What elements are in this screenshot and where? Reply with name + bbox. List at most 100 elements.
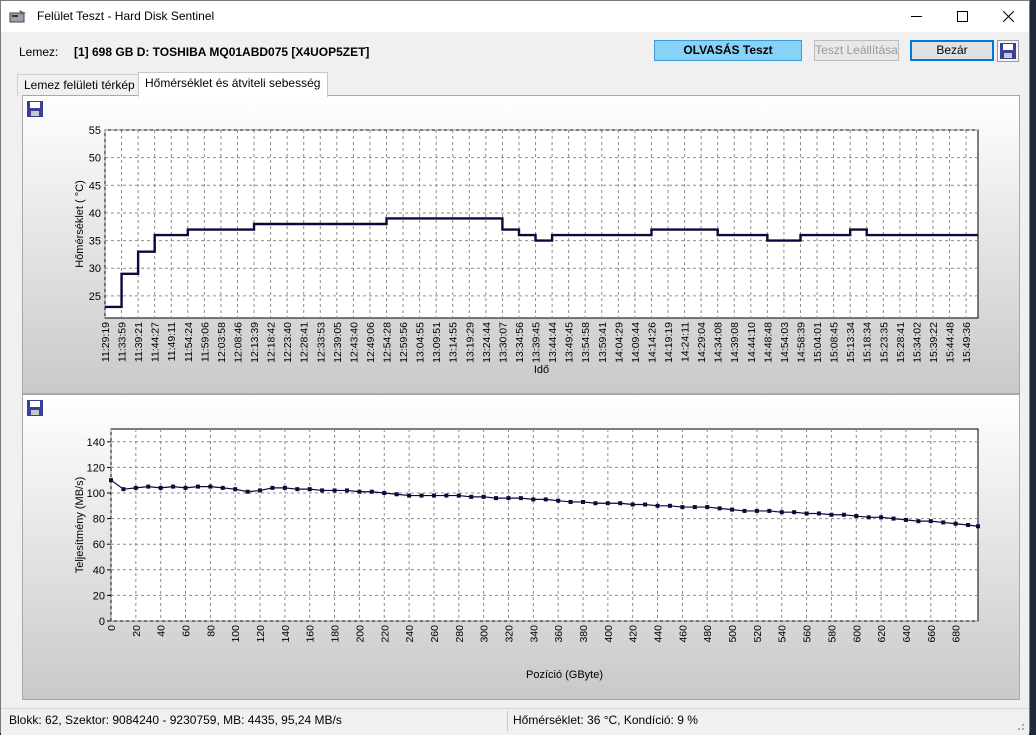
speed-data-point (320, 488, 325, 493)
speed-data-point (804, 511, 809, 516)
x-tick-label: 240 (404, 625, 416, 643)
speed-data-point (730, 507, 735, 512)
x-tick-label: 13:44:44 (547, 322, 559, 363)
resize-grip-icon[interactable] (1015, 721, 1025, 731)
speed-data-point (953, 521, 958, 526)
x-tick-label: 15:13:34 (845, 322, 857, 363)
speed-data-point (754, 508, 759, 513)
window-title: Felület Teszt - Hard Disk Sentinel (37, 9, 215, 23)
x-tick-label: 11:39:21 (133, 322, 145, 362)
speed-data-point (258, 488, 263, 493)
speed-data-point (605, 501, 610, 506)
x-tick-label: 11:44:27 (150, 322, 162, 362)
x-tick-label: 13:14:55 (448, 322, 460, 363)
x-tick-label: 12:08:46 (232, 322, 244, 363)
speed-data-point (208, 484, 213, 489)
read-test-button[interactable]: OLVASÁS Teszt (654, 40, 802, 61)
x-tick-label: 12:54:28 (382, 322, 394, 363)
x-tick-label: 12:13:39 (249, 322, 261, 363)
x-tick-label: 15:34:02 (911, 322, 923, 363)
speed-data-point (109, 478, 113, 483)
speed-data-point (829, 512, 834, 517)
x-tick-label: 12:18:42 (266, 322, 278, 363)
x-tick-label: 11:59:06 (199, 322, 211, 362)
speed-data-point (431, 493, 436, 498)
speed-data-point (158, 485, 163, 490)
x-tick-label: 11:54:24 (183, 322, 195, 362)
floppy-disk-icon[interactable] (26, 399, 44, 417)
speed-data-point (866, 515, 871, 520)
temperature-chart-panel: 25 30 35 40 45 50 55 11:29:19 11:33:59 11:39:21 11… (22, 95, 1020, 394)
speed-data-point (841, 512, 846, 517)
x-tick-label: 14:29:04 (696, 322, 708, 363)
speed-data-point (742, 508, 747, 513)
x-tick-label: 520 (752, 625, 764, 643)
y-tick-label: 45 (89, 180, 101, 192)
stop-test-button[interactable]: Teszt Leállítása (814, 40, 899, 61)
x-tick-label: 13:39:45 (531, 322, 543, 363)
speed-data-point (618, 501, 623, 506)
x-tick-label: 14:09:44 (630, 322, 642, 363)
x-tick-label: 600 (851, 625, 863, 643)
speed-data-point (469, 494, 474, 499)
speed-data-point (680, 505, 685, 510)
x-tick-label: 420 (628, 625, 640, 643)
close-window-button[interactable] (985, 1, 1031, 32)
x-tick-label: 14:44:10 (746, 322, 758, 363)
x-tick-label: 200 (354, 625, 366, 643)
x-tick-label: 13:24:44 (481, 322, 493, 363)
x-tick-label: 14:58:39 (795, 322, 807, 363)
speed-chart: 0 20 40 60 80 100 120 140 0 20 40 60 80 100 120 140 160 1… (74, 428, 980, 681)
y-tick-label: 0 (99, 616, 105, 628)
plot-area (104, 129, 979, 319)
speed-data-point (394, 492, 399, 497)
y-tick-label: 80 (93, 514, 105, 526)
minimize-button[interactable] (893, 1, 939, 32)
close-button[interactable]: Bezár (910, 40, 994, 61)
speed-data-point (146, 484, 151, 489)
speed-data-point (419, 493, 424, 498)
y-tick-label: 55 (89, 125, 101, 137)
speed-data-point (916, 519, 921, 524)
speed-data-point (407, 493, 412, 498)
x-tick-label: 440 (653, 625, 665, 643)
x-tick-label: 12:49:06 (365, 322, 377, 363)
x-tick-label: 680 (951, 625, 963, 643)
y-tick-label: 25 (89, 291, 101, 303)
x-tick-label: 540 (777, 625, 789, 643)
speed-data-point (245, 489, 250, 494)
x-tick-label: 12:28:41 (299, 322, 311, 363)
speed-data-point (792, 510, 797, 515)
speed-data-point (817, 511, 822, 516)
x-tick-label: 15:44:48 (945, 322, 957, 363)
maximize-button[interactable] (939, 1, 985, 32)
x-tick-label: 15:04:01 (812, 322, 824, 363)
x-tick-label: 80 (205, 625, 217, 637)
speed-data-point (966, 523, 971, 527)
x-tick-label: 14:34:08 (713, 322, 725, 363)
x-axis-title: Idő (534, 364, 549, 376)
speed-data-point (705, 505, 710, 510)
x-tick-label: 20 (131, 625, 143, 637)
x-tick-label: 13:30:07 (497, 322, 509, 363)
x-tick-label: 13:19:29 (464, 322, 476, 363)
x-tick-label: 14:24:11 (680, 322, 692, 362)
x-tick-label: 180 (330, 625, 342, 643)
tab-temperature-speed[interactable]: Hőmérséklet és átviteli sebesség (138, 72, 328, 97)
disk-name: [1] 698 GB D: TOSHIBA MQ01ABD075 [X4UOP5… (74, 45, 370, 59)
x-tick-label: 580 (826, 625, 838, 643)
x-tick-label: 13:49:45 (564, 322, 576, 363)
x-tick-label: 100 (230, 625, 242, 643)
tab-surface-map[interactable]: Lemez felületi térkép (17, 74, 143, 96)
speed-data-point (133, 485, 138, 490)
temperature-chart: 25 30 35 40 45 50 55 11:29:19 11:33:59 11:39:21 11… (74, 125, 979, 376)
x-tick-label: 620 (876, 625, 888, 643)
x-tick-label: 15:18:34 (862, 322, 874, 363)
save-button[interactable] (997, 40, 1019, 62)
close-icon (1002, 11, 1014, 22)
floppy-disk-icon[interactable] (26, 100, 44, 118)
y-tick-label: 40 (89, 208, 101, 220)
x-tick-label: 13:09:51 (431, 322, 443, 363)
speed-data-point (494, 496, 499, 501)
